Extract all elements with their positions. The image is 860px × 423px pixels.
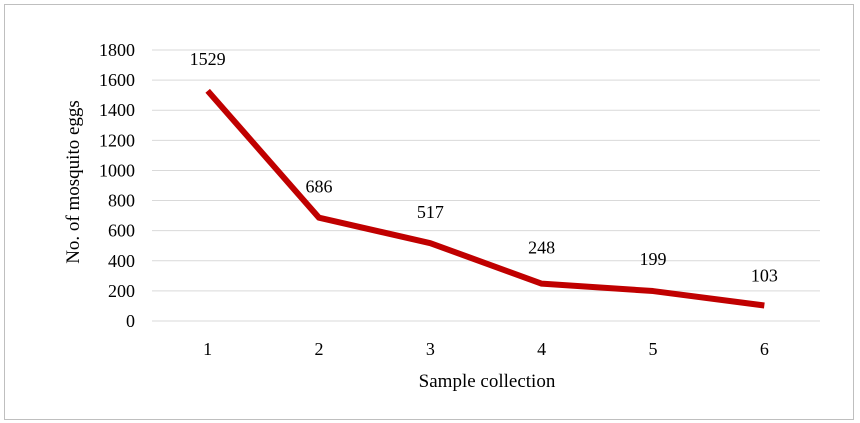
x-tick-label: 4 bbox=[537, 339, 546, 359]
gridlines bbox=[152, 49, 820, 292]
x-axis-tick-labels: 1 2 3 4 5 6 bbox=[203, 339, 769, 359]
y-axis-tick-labels: 0 200 400 600 800 1000 1200 1400 1600 1800 bbox=[99, 40, 135, 331]
y-tick-label: 200 bbox=[108, 281, 135, 301]
y-tick-label: 1000 bbox=[99, 160, 135, 180]
data-label: 517 bbox=[417, 202, 444, 222]
y-tick-label: 1400 bbox=[99, 100, 135, 120]
y-tick-label: 1200 bbox=[99, 130, 135, 150]
chart-frame bbox=[4, 4, 854, 420]
data-label: 199 bbox=[640, 249, 667, 269]
y-tick-label: 800 bbox=[108, 191, 135, 211]
x-tick-label: 6 bbox=[760, 339, 769, 359]
y-tick-label: 400 bbox=[108, 251, 135, 271]
x-axis-title: Sample collection bbox=[419, 371, 556, 392]
x-tick-label: 2 bbox=[315, 339, 324, 359]
x-tick-label: 5 bbox=[649, 339, 658, 359]
y-tick-label: 0 bbox=[126, 311, 135, 331]
series-line bbox=[205, 88, 765, 309]
y-tick-label: 600 bbox=[108, 221, 135, 241]
data-labels: 1529 686 517 248 199 103 bbox=[190, 49, 778, 286]
x-tick-label: 3 bbox=[426, 339, 435, 359]
series-polyline bbox=[205, 88, 765, 309]
y-tick-label: 1600 bbox=[99, 70, 135, 90]
y-tick-label: 1800 bbox=[99, 40, 135, 60]
data-label: 103 bbox=[751, 265, 778, 285]
y-axis-title: No. of mosquito eggs bbox=[63, 100, 84, 264]
data-label: 686 bbox=[306, 177, 333, 197]
data-label: 1529 bbox=[190, 49, 226, 69]
data-label: 248 bbox=[528, 238, 555, 258]
x-tick-label: 1 bbox=[203, 339, 212, 359]
